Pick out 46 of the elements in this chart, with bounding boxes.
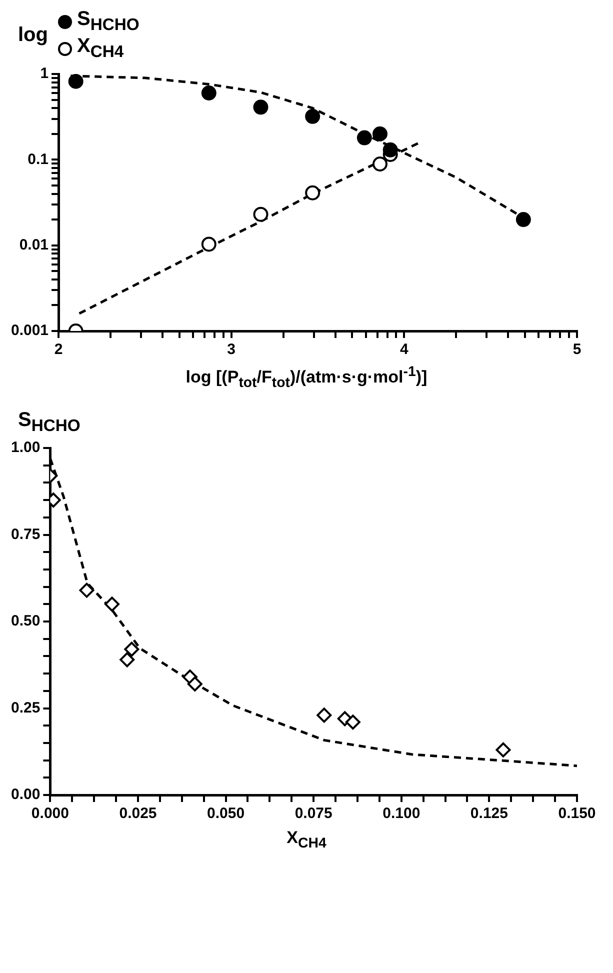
x-axis-title: X$_{CH4}$ [286, 828, 328, 852]
point [356, 130, 372, 146]
y-tick-label: 0.50 [10, 612, 40, 630]
point [305, 108, 320, 124]
point [372, 126, 388, 142]
point [253, 100, 268, 115]
point [253, 206, 268, 222]
y-tick-label: 0.01 [19, 236, 49, 254]
point [187, 676, 202, 692]
point [124, 642, 140, 657]
x-tick-label: 0.150 [558, 805, 596, 822]
point [68, 74, 84, 89]
y-tick-label: 1.00 [10, 439, 40, 456]
legend-label: S$_{HCHO}$ [77, 8, 140, 35]
point [305, 185, 320, 200]
x-tick-label: 4 [400, 341, 410, 358]
x-tick-label: 0.000 [31, 805, 69, 822]
point [496, 742, 511, 758]
x-tick-label: 0.100 [382, 805, 420, 822]
x-tick-label: 3 [227, 341, 236, 358]
y-tick-label: 0.001 [10, 322, 49, 340]
y-tick-label: 0.1 [28, 150, 49, 168]
x-axis-title: log [(P$_{tot}$/F$_{tot}$)/(atm·s·g·mol$^{-1}$)] [184, 364, 428, 392]
x-tick-label: 0.050 [207, 805, 245, 822]
point [316, 708, 332, 723]
y-tick-label: 0.00 [10, 786, 40, 804]
point [104, 596, 120, 612]
x-tick-label: 5 [572, 341, 582, 358]
point [345, 714, 360, 730]
point [201, 236, 216, 252]
point [516, 212, 531, 228]
x-tick-label: 0.125 [470, 805, 508, 822]
y-axis-title: log [18, 24, 48, 46]
point [120, 652, 135, 668]
y-tick-label: 1 [40, 65, 49, 82]
y-tick-label: 0.75 [10, 526, 40, 543]
point [382, 142, 398, 158]
x-tick-label: 0.025 [119, 805, 157, 822]
x-tick-label: 0.075 [294, 805, 332, 822]
point [201, 86, 216, 101]
point [79, 582, 94, 598]
y-axis-title: S$_{HCHO}$ [18, 409, 80, 436]
legend-label: X$_{CH4}$ [77, 35, 124, 62]
x-tick-label: 2 [54, 341, 63, 358]
point [372, 156, 388, 172]
y-tick-label: 0.25 [10, 699, 40, 716]
